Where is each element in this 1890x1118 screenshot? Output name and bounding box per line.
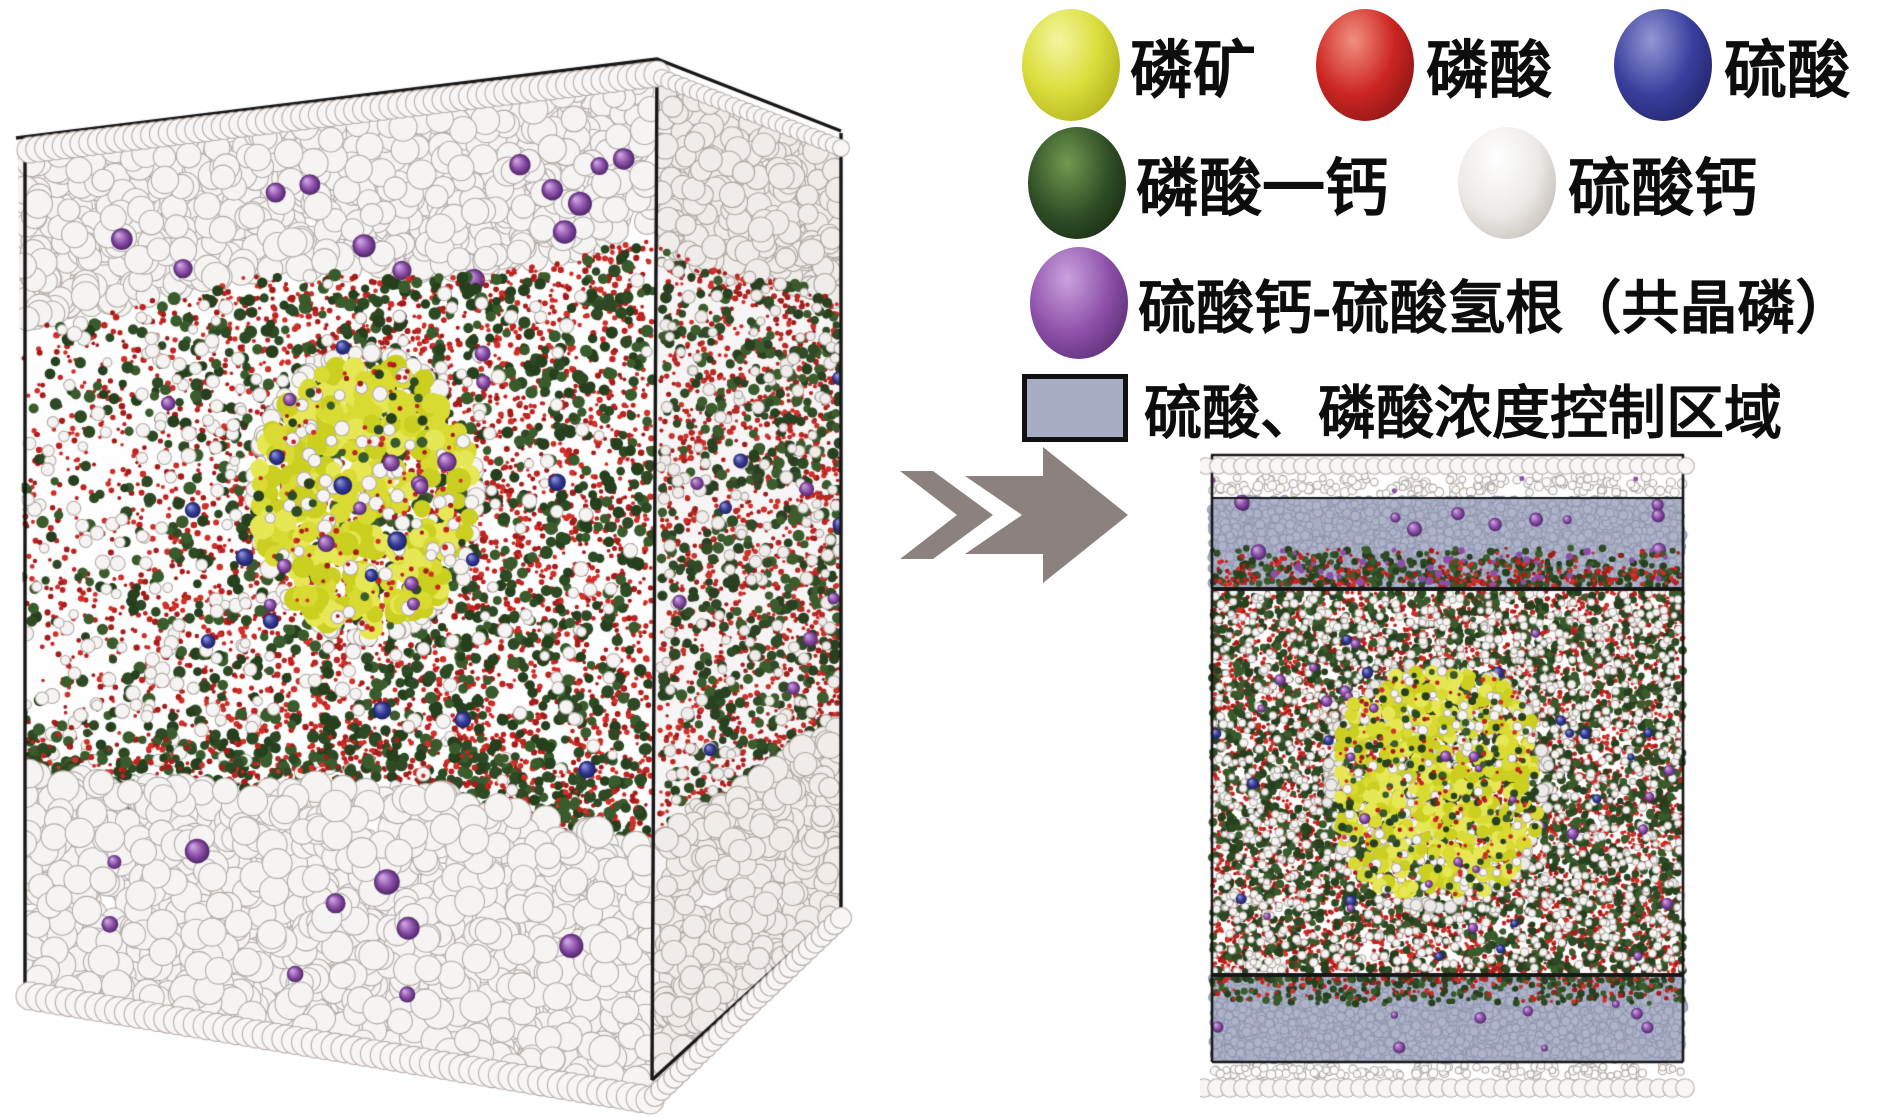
legend-row-4: 硫酸、磷酸浓度控制区域 — [1022, 374, 1782, 446]
phosphoric-acid-sphere-icon — [1316, 9, 1414, 121]
legend-label-cocrystal: 硫酸钙-硫酸氢根（共晶磷） — [1138, 276, 1854, 341]
control-region-swatch-icon — [1022, 374, 1128, 442]
legend-label-phosphoric-acid: 磷酸 — [1426, 35, 1552, 106]
legend-row-1: 磷矿 磷酸 硫酸 — [1022, 8, 1850, 122]
arrow-body — [965, 447, 1128, 583]
transform-arrow-icon — [900, 447, 1128, 583]
legend-label-calcium-sulfate: 硫酸钙 — [1568, 153, 1757, 224]
legend-label-phosphate-ore: 磷矿 — [1130, 35, 1256, 106]
simulation-box-2d — [1200, 450, 1700, 1105]
simulation-box-3d — [0, 38, 860, 1118]
legend-label-control-region: 硫酸、磷酸浓度控制区域 — [1144, 381, 1783, 446]
cocrystal-sphere-icon — [1030, 247, 1128, 359]
legend-label-sulfuric-acid: 硫酸 — [1724, 35, 1850, 106]
phosphate-ore-sphere-icon — [1022, 9, 1120, 121]
legend-row-3: 硫酸钙-硫酸氢根（共晶磷） — [1030, 246, 1853, 360]
legend-label-monocalcium-phosphate: 磷酸一钙 — [1136, 153, 1388, 224]
monocalcium-phosphate-sphere-icon — [1028, 127, 1126, 239]
legend-row-2: 磷酸一钙 硫酸钙 — [1028, 126, 1757, 240]
sulfuric-acid-sphere-icon — [1614, 9, 1712, 121]
arrow-chevron — [900, 471, 993, 559]
calcium-sulfate-sphere-icon — [1458, 127, 1556, 239]
